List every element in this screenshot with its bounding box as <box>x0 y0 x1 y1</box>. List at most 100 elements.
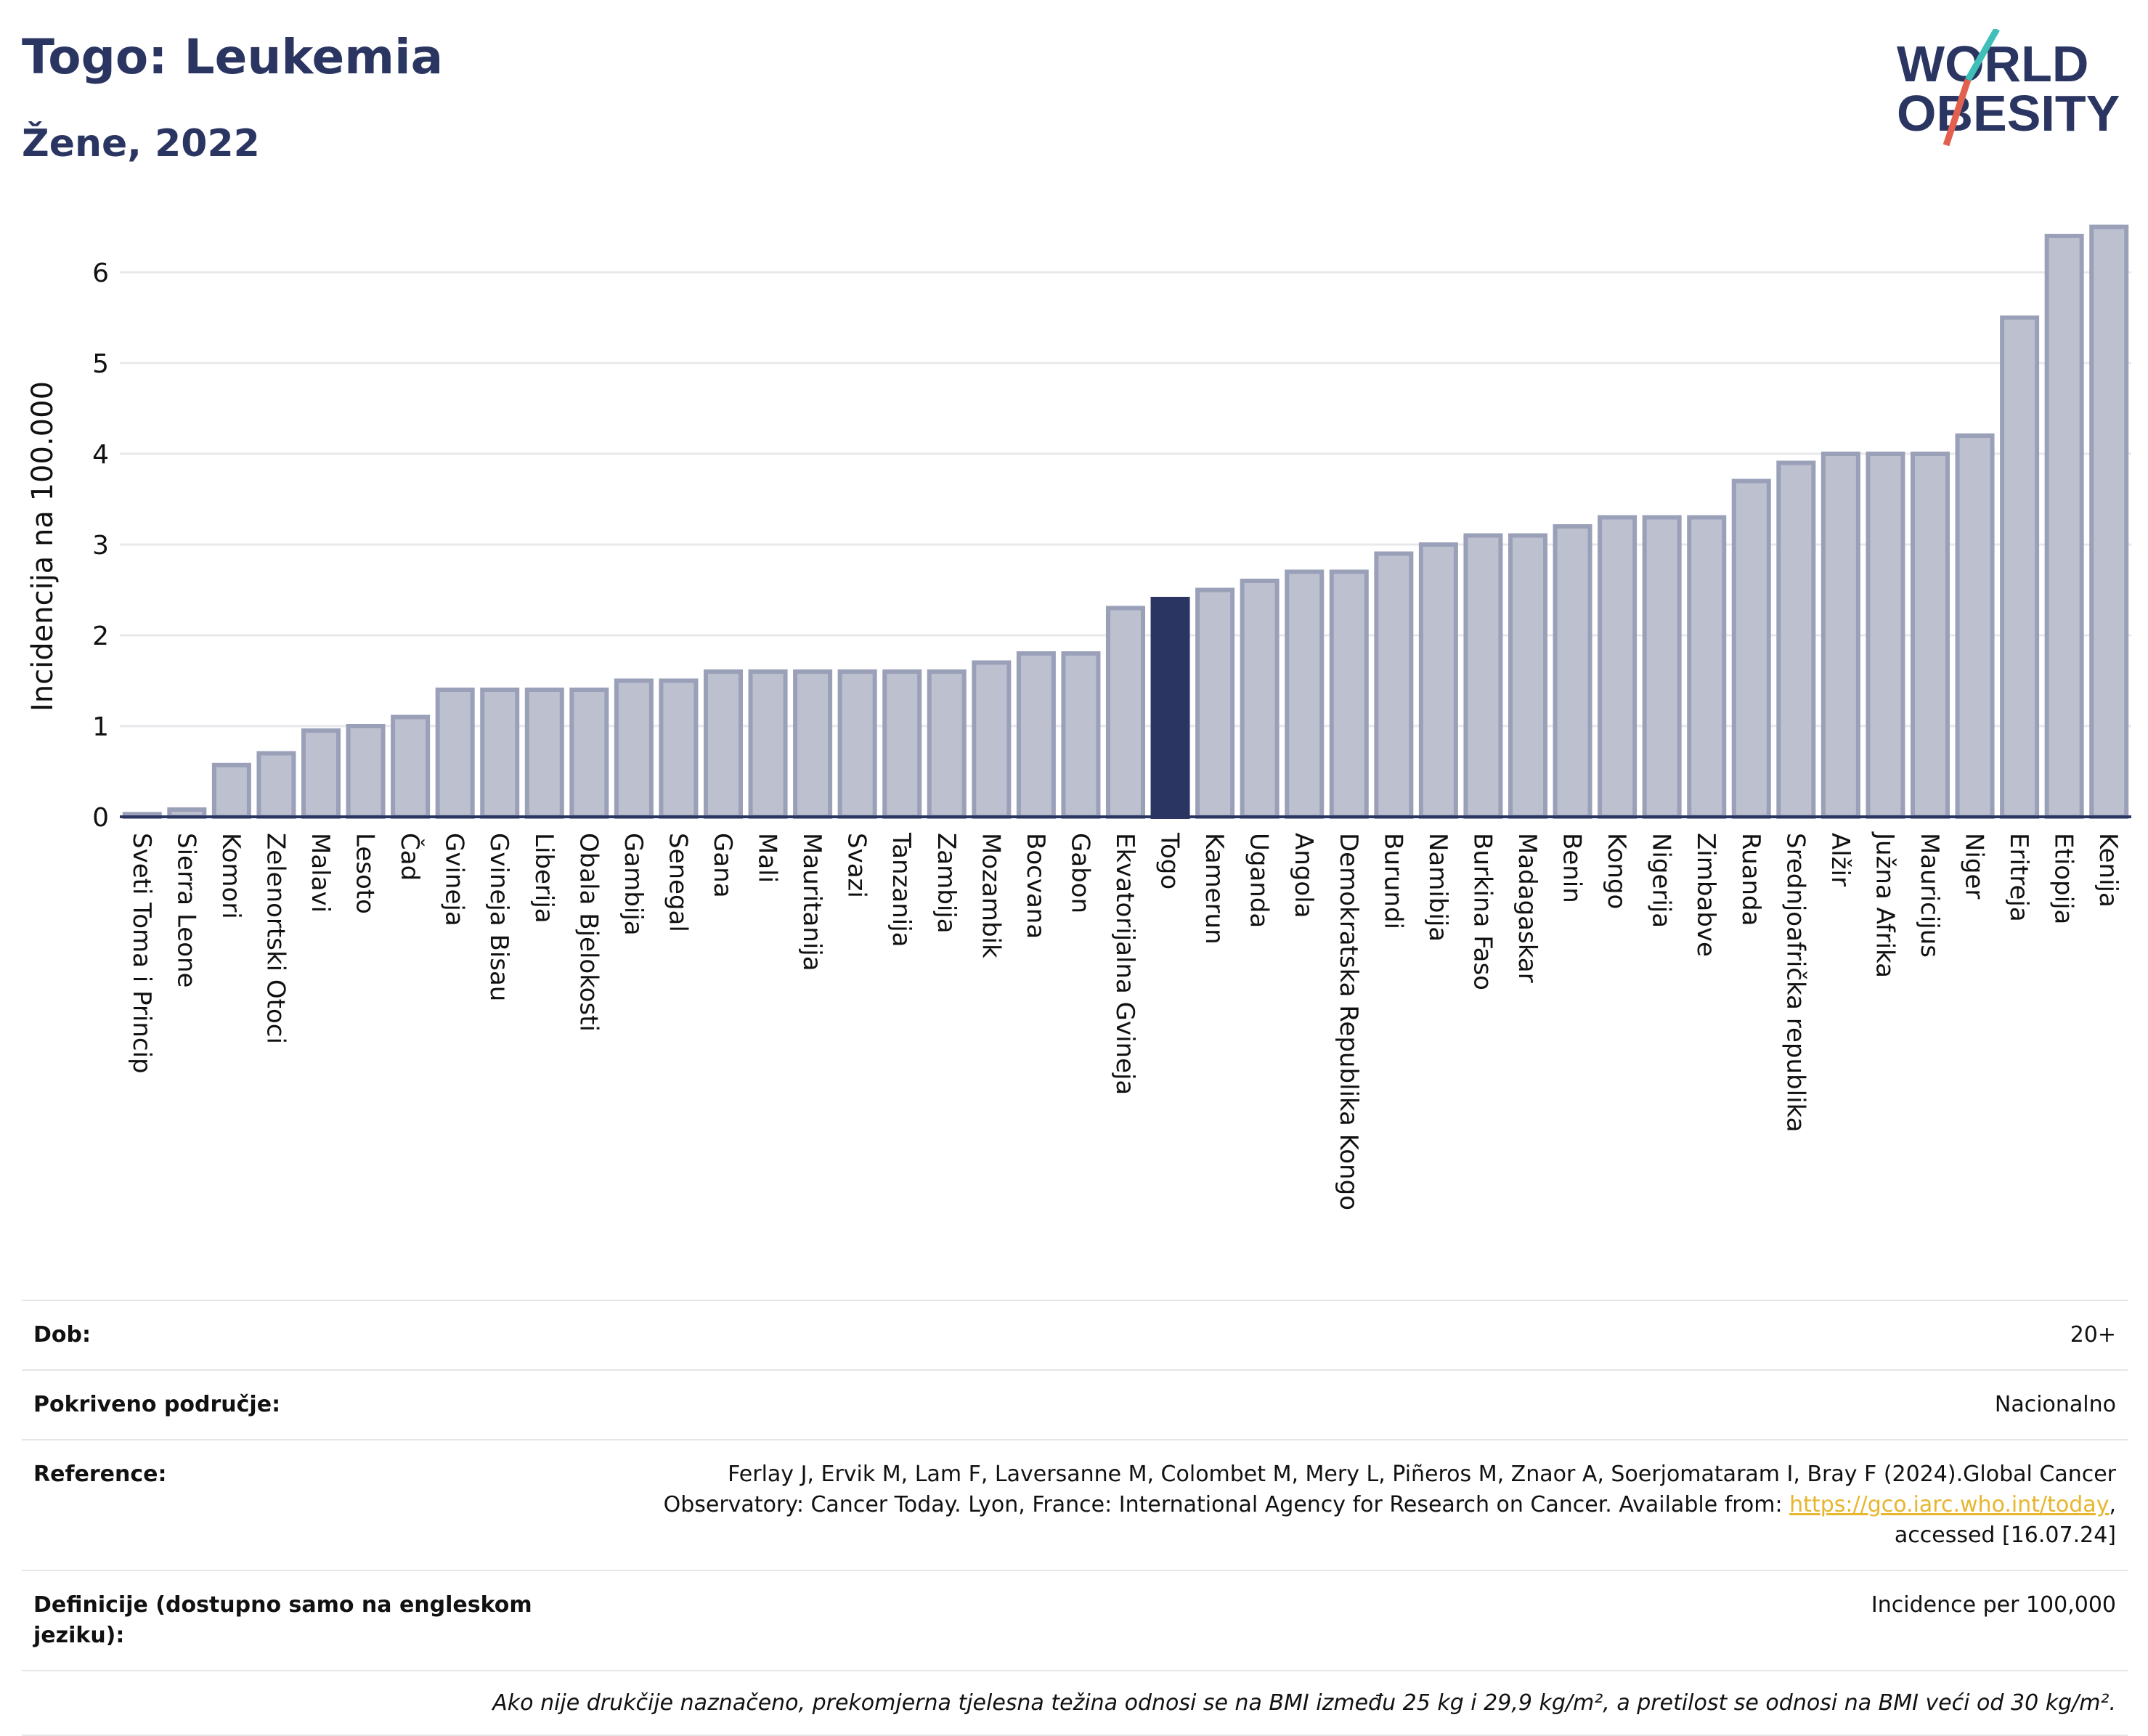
x-tick-label: Mali <box>753 833 782 883</box>
bar <box>1061 651 1101 819</box>
x-tick-label: Tanzanija <box>887 832 916 947</box>
bar <box>1866 452 1905 819</box>
bar <box>1731 478 1771 819</box>
y-tick-label: 3 <box>92 531 109 561</box>
info-row-note: Ako nije drukčije naznačeno, prekomjerna… <box>22 1670 2128 1736</box>
definitions-value: Incidence per 100,000 <box>1871 1592 2116 1618</box>
bar <box>1329 569 1369 819</box>
bar <box>524 688 564 819</box>
x-tick-label: Sierra Leone <box>171 833 200 987</box>
bar <box>1553 524 1592 819</box>
logo-slash-red <box>1942 78 1972 147</box>
x-tick-label: Demokratska Republika Kongo <box>1334 833 1363 1210</box>
bar <box>1508 533 1548 819</box>
bar <box>435 688 475 819</box>
bar <box>1240 579 1280 819</box>
bar <box>1463 533 1503 819</box>
reference-label: Reference: <box>33 1462 167 1487</box>
y-tick-label: 6 <box>92 258 109 288</box>
info-row-reference: Reference: Ferlay J, Ervik M, Lam F, Lav… <box>22 1439 2128 1570</box>
x-tick-label: Alžir <box>1826 833 1855 887</box>
bar <box>748 669 788 819</box>
definitions-label: Definicije (dostupno samo na engleskom j… <box>33 1592 532 1648</box>
x-tick-label: Obala Bjelokosti <box>574 833 603 1032</box>
x-tick-label: Benin <box>1558 833 1587 903</box>
bar <box>391 714 431 819</box>
coverage-value: Nacionalno <box>1994 1392 2116 1417</box>
x-tick-label: Madagaskar <box>1513 833 1542 983</box>
x-tick-label: Čad <box>395 833 425 881</box>
x-tick-label: Kongo <box>1602 833 1631 909</box>
bar <box>211 762 251 819</box>
x-tick-label: Etiopija <box>2049 833 2078 924</box>
bar <box>2089 224 2129 819</box>
reference-text-1: Ferlay J, Ervik M, Lam F, Laversanne M, … <box>728 1462 2116 1487</box>
x-tick-label: Togo <box>1155 832 1184 889</box>
reference-link[interactable]: https://gco.iarc.who.int/today <box>1789 1492 2110 1517</box>
bar <box>1910 452 1950 819</box>
bar <box>703 669 744 819</box>
logo-slash-teal <box>1965 29 2000 82</box>
bar <box>1687 515 1727 819</box>
x-tick-label: Gambija <box>619 833 648 936</box>
x-tick-label: Gvineja <box>440 833 469 926</box>
bar <box>480 688 520 819</box>
bar <box>837 669 877 819</box>
page-title: Togo: Leukemia <box>22 29 444 85</box>
x-tick-label: Gvineja Bisau <box>484 833 513 1001</box>
world-obesity-logo: WORLD OBESITY <box>1897 29 2120 147</box>
y-tick-label: 1 <box>92 712 109 742</box>
bar <box>1195 587 1235 819</box>
info-row-definitions: Definicije (dostupno samo na engleskom j… <box>22 1570 2128 1670</box>
bar <box>1598 515 1638 819</box>
bar-chart: 0 1 2 3 4 5 6 Incidencija na 100.000 Sveti Toma … <box>26 224 2131 1210</box>
info-table: Dob: 20+ Pokriveno područje: Nacionalno … <box>22 1300 2128 1736</box>
reference-value: Ferlay J, Ervik M, Lam F, Laversanne M, … <box>542 1459 2116 1551</box>
x-tick-label: Burkina Faso <box>1468 833 1497 990</box>
x-tick-label: Mauritanija <box>797 833 826 971</box>
bar <box>1150 597 1190 819</box>
logo-line2: OBESITY <box>1897 85 2120 142</box>
info-row-coverage: Pokriveno područje: Nacionalno <box>22 1369 2128 1439</box>
y-tick-label: 4 <box>92 440 109 470</box>
x-tick-label: Niger <box>1960 833 1989 899</box>
bar <box>1016 651 1056 819</box>
x-tick-label: Gabon <box>1065 833 1094 913</box>
bar <box>1374 551 1414 819</box>
x-tick-label: Bocvana <box>1021 833 1050 939</box>
page-subtitle: Žene, 2022 <box>22 122 260 166</box>
bar <box>1820 452 1860 819</box>
info-row-age: Dob: 20+ <box>22 1300 2128 1369</box>
x-tick-label: Nigerija <box>1647 833 1676 928</box>
bar <box>2000 315 2040 819</box>
coverage-label: Pokriveno područje: <box>33 1392 281 1417</box>
bar <box>1285 569 1325 819</box>
x-tick-label: Zelenortski Otoci <box>261 833 290 1044</box>
bar <box>614 678 654 819</box>
x-tick-label: Lesoto <box>351 833 380 914</box>
bar <box>972 660 1012 819</box>
bar <box>1418 542 1458 819</box>
bar <box>569 688 609 819</box>
x-tick-label: Gana <box>708 833 737 898</box>
bar <box>659 678 699 819</box>
reference-text-3: , <box>2109 1492 2116 1517</box>
bar <box>1642 515 1682 819</box>
x-tick-label: Južna Afrika <box>1870 831 1899 978</box>
bar <box>927 669 967 819</box>
x-tick-label: Liberija <box>529 833 558 924</box>
bar <box>1955 433 1995 819</box>
bar <box>301 728 341 819</box>
x-tick-label: Burundi <box>1378 833 1407 929</box>
x-tick-label: Uganda <box>1245 833 1274 928</box>
bar <box>1105 606 1146 819</box>
x-tick-label: Srednjoafrička republika <box>1781 833 1810 1132</box>
x-tick-label: Svazi <box>842 833 871 898</box>
x-tick-label: Malavi <box>306 833 335 913</box>
y-tick-label: 2 <box>92 622 109 651</box>
bar <box>346 724 386 819</box>
x-tick-label: Sveti Toma i Princip <box>127 833 156 1074</box>
x-tick-label: Zambija <box>932 833 961 934</box>
y-tick-label: 0 <box>92 803 109 833</box>
x-tick-label: Ekvatorijalna Gvineja <box>1110 833 1139 1095</box>
